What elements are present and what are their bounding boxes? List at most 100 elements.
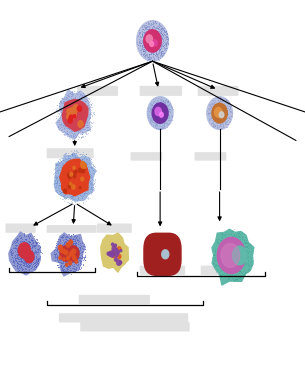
Point <box>231 261 236 267</box>
Point <box>217 262 222 269</box>
Point <box>27 235 31 241</box>
Point <box>139 44 144 50</box>
Point <box>53 180 58 186</box>
Point <box>85 178 90 184</box>
Point <box>66 235 71 241</box>
Point <box>145 32 150 39</box>
Point <box>231 239 236 245</box>
Point <box>152 24 156 30</box>
Point <box>26 259 30 265</box>
Point <box>152 111 157 117</box>
Point <box>242 247 247 253</box>
Point <box>71 247 76 253</box>
Point <box>214 125 219 131</box>
Point <box>77 109 82 115</box>
Point <box>56 183 61 189</box>
Point <box>85 116 90 122</box>
Point <box>73 112 77 118</box>
Point <box>66 176 71 183</box>
Point <box>151 107 156 113</box>
Point <box>80 108 85 115</box>
Point <box>56 103 61 109</box>
Point <box>71 160 76 167</box>
Point <box>71 133 76 139</box>
Point <box>150 39 155 45</box>
Point <box>150 20 155 27</box>
Point <box>231 251 236 257</box>
Point <box>72 111 77 117</box>
Point <box>56 165 61 171</box>
Point <box>153 19 158 25</box>
Point <box>56 185 60 191</box>
Point <box>164 45 169 51</box>
Point <box>245 255 250 261</box>
Point <box>165 97 170 103</box>
Point <box>234 253 239 259</box>
Point <box>156 236 160 242</box>
Point <box>153 40 158 46</box>
Point <box>150 47 155 53</box>
Point <box>160 48 165 54</box>
Point <box>151 37 156 44</box>
Point <box>153 101 158 107</box>
Point <box>155 106 160 112</box>
Point <box>72 113 77 119</box>
Point <box>62 158 67 164</box>
Point <box>81 111 85 117</box>
Point <box>77 190 81 197</box>
Point <box>147 28 152 35</box>
Point <box>168 262 173 269</box>
Point <box>157 43 162 49</box>
Point <box>68 120 73 126</box>
Point <box>54 161 59 168</box>
Point <box>27 252 32 259</box>
Point <box>223 107 228 113</box>
Point <box>15 254 20 260</box>
Point <box>31 250 36 256</box>
Point <box>148 109 152 115</box>
Point <box>25 245 30 252</box>
Point <box>25 246 30 252</box>
Point <box>156 110 161 116</box>
Point <box>73 112 77 118</box>
Point <box>206 105 210 112</box>
Point <box>166 252 170 259</box>
Point <box>84 163 88 169</box>
Point <box>69 246 74 252</box>
Point <box>63 195 67 201</box>
Point <box>85 195 90 201</box>
Point <box>72 113 77 120</box>
Point <box>61 106 66 113</box>
Point <box>20 250 25 256</box>
Point <box>64 158 69 164</box>
Point <box>138 34 143 40</box>
Point <box>220 124 225 131</box>
Point <box>55 246 60 252</box>
Point <box>157 106 162 112</box>
Point <box>76 109 81 115</box>
Point <box>23 243 28 249</box>
Point <box>156 108 161 114</box>
Point <box>80 109 85 115</box>
Point <box>153 112 158 118</box>
Point <box>69 133 74 139</box>
Point <box>158 109 163 115</box>
Point <box>64 172 69 178</box>
Point <box>70 254 75 260</box>
Point <box>23 250 28 257</box>
Point <box>163 43 168 50</box>
Point <box>76 190 81 196</box>
Point <box>149 121 153 127</box>
Point <box>160 105 165 112</box>
Point <box>161 255 166 262</box>
Point <box>55 180 59 186</box>
Point <box>151 50 156 56</box>
Point <box>72 103 77 110</box>
Point <box>232 259 237 265</box>
Point <box>150 37 155 43</box>
Point <box>147 33 152 39</box>
Point <box>58 167 63 174</box>
Point <box>53 241 58 248</box>
Point <box>84 176 89 182</box>
Point <box>73 175 78 181</box>
